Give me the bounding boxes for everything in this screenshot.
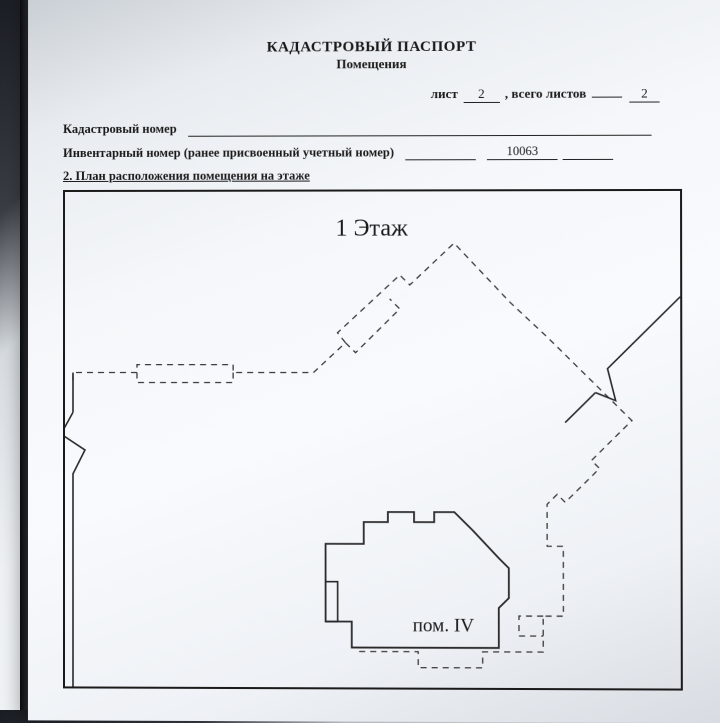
ext-break-right <box>595 297 680 401</box>
sheet-label: лист <box>431 86 458 101</box>
sheet-total: 2 <box>629 85 659 102</box>
floor-plan-svg <box>65 191 681 689</box>
title-block: КАДАСТРОВЫЙ ПАСПОРТ Помещения <box>63 38 682 73</box>
inventory-label: Инвентарный номер (ранее присвоенный уче… <box>63 145 394 160</box>
ext-solid-right-pre <box>565 393 595 423</box>
room-label: пом. IV <box>413 615 474 637</box>
title-main: КАДАСТРОВЫЙ ПАСПОРТ <box>63 38 682 57</box>
inventory-blank <box>405 159 476 160</box>
sheet-info: лист 2 , всего листов 2 <box>63 85 662 104</box>
inventory-blank2 <box>563 159 614 160</box>
document-page: КАДАСТРОВЫЙ ПАСПОРТ Помещения лист 2 , в… <box>28 0 720 723</box>
sheet-total-blank1 <box>592 97 622 98</box>
ext-break-left <box>65 412 85 686</box>
dashed-bit-2 <box>519 616 543 636</box>
sheet-separator: , <box>505 86 508 101</box>
cadastral-label: Кадастровый номер <box>63 122 177 136</box>
floor-plan-frame: 1 Этаж пом. IV <box>63 189 683 691</box>
room-inner-notch <box>326 582 338 622</box>
dashed-outline <box>73 243 632 668</box>
inventory-value: 10063 <box>487 144 558 160</box>
section-2-heading: 2. План расположения помещения на этаже <box>63 168 682 184</box>
inventory-row: Инвентарный номер (ранее присвоенный уче… <box>63 144 682 161</box>
title-sub: Помещения <box>63 55 682 73</box>
sheet-total-label: всего листов <box>511 86 586 101</box>
dashed-bit-1 <box>345 299 399 353</box>
cadastral-value <box>188 135 651 137</box>
sheet-current: 2 <box>463 86 499 103</box>
dashed-bit-0 <box>137 373 233 383</box>
cadastral-row: Кадастровый номер <box>63 121 682 137</box>
